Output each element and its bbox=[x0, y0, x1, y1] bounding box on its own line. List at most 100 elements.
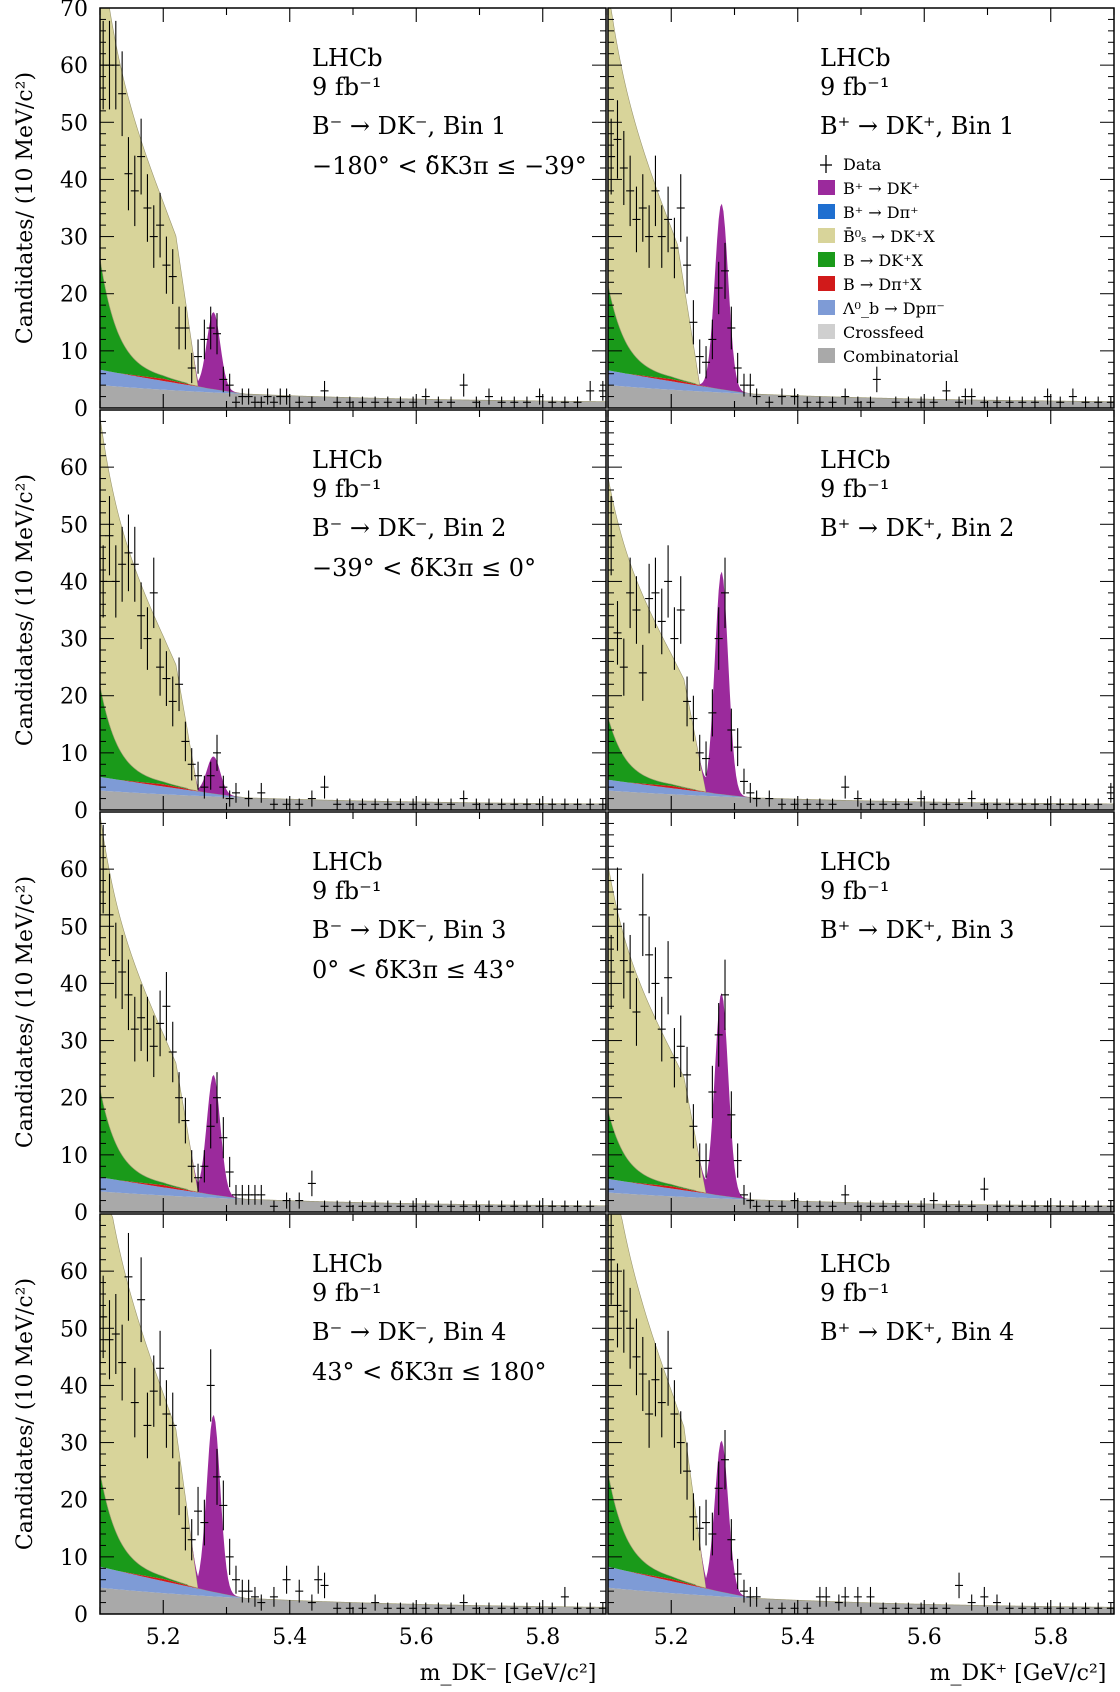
data-point bbox=[244, 1579, 253, 1603]
data-point bbox=[206, 1349, 215, 1422]
y-tick-label: 10 bbox=[60, 340, 88, 365]
data-point bbox=[657, 996, 666, 1062]
data-point bbox=[980, 1586, 989, 1607]
data-point bbox=[586, 1200, 595, 1212]
data-point bbox=[695, 1506, 704, 1551]
data-point bbox=[626, 155, 635, 227]
data-point bbox=[695, 339, 704, 374]
data-point bbox=[822, 1586, 831, 1607]
data-point bbox=[225, 1538, 234, 1575]
data-point bbox=[955, 798, 964, 810]
data-point bbox=[632, 1318, 641, 1396]
data-point bbox=[841, 388, 850, 405]
data-point bbox=[358, 798, 367, 810]
data-point bbox=[371, 1200, 380, 1212]
data-point bbox=[320, 1200, 329, 1212]
data-point bbox=[904, 1200, 913, 1212]
data-point bbox=[904, 396, 913, 408]
data-point bbox=[162, 972, 171, 1041]
data-point bbox=[548, 396, 557, 408]
legend-item: Data bbox=[820, 155, 882, 174]
data-point bbox=[828, 798, 837, 810]
data-point bbox=[980, 1177, 989, 1201]
data-point bbox=[282, 1565, 291, 1594]
data-point bbox=[721, 959, 730, 1031]
data-point bbox=[708, 1512, 717, 1556]
data-point bbox=[459, 790, 468, 807]
data-point bbox=[619, 1269, 628, 1353]
data-point bbox=[967, 388, 976, 405]
lhcb-label: LHCb bbox=[312, 446, 383, 474]
data-point bbox=[118, 51, 127, 137]
data-point bbox=[841, 775, 850, 799]
data-point bbox=[168, 1021, 177, 1083]
data-point bbox=[638, 644, 647, 701]
data-point bbox=[111, 922, 120, 999]
data-point bbox=[695, 734, 704, 771]
data-point bbox=[560, 1586, 569, 1607]
data-point bbox=[967, 1200, 976, 1212]
data-point bbox=[484, 798, 493, 810]
data-point bbox=[137, 118, 146, 195]
data-point bbox=[929, 798, 938, 810]
data-point bbox=[904, 1602, 913, 1614]
data-point bbox=[733, 1558, 742, 1590]
data-point bbox=[194, 1163, 203, 1192]
data-point bbox=[156, 1330, 165, 1406]
data-point bbox=[626, 1287, 635, 1369]
data-point bbox=[765, 1200, 774, 1212]
decay-label: B⁻ → DK⁻, Bin 1 bbox=[312, 112, 506, 140]
y-tick-label: 40 bbox=[60, 168, 88, 193]
data-point bbox=[1068, 1200, 1077, 1212]
data-point bbox=[942, 798, 951, 810]
data-point bbox=[383, 1200, 392, 1212]
legend-item: B → DK⁺X bbox=[818, 251, 924, 270]
data-point bbox=[200, 1499, 209, 1546]
data-point bbox=[187, 1150, 196, 1183]
data-point bbox=[1081, 396, 1090, 408]
y-tick-label: 10 bbox=[60, 1144, 88, 1169]
data-point bbox=[522, 1602, 531, 1614]
data-point bbox=[187, 1519, 196, 1561]
data-point bbox=[156, 990, 165, 1057]
data-point bbox=[105, 496, 114, 576]
data-point bbox=[1094, 798, 1103, 810]
data-point bbox=[320, 380, 329, 401]
data-point bbox=[879, 1200, 888, 1212]
lhcb-label: LHCb bbox=[312, 1250, 383, 1278]
data-point bbox=[156, 192, 165, 258]
data-point bbox=[942, 1602, 951, 1614]
data-point bbox=[421, 1200, 430, 1212]
data-point bbox=[929, 396, 938, 408]
data-point bbox=[834, 1594, 843, 1611]
data-point bbox=[752, 790, 761, 807]
data-point bbox=[162, 651, 171, 706]
data-point bbox=[714, 1003, 723, 1067]
data-point bbox=[320, 775, 329, 799]
data-point bbox=[111, 1294, 120, 1374]
data-point bbox=[560, 1200, 569, 1212]
data-point bbox=[1056, 1200, 1065, 1212]
legend-item: B → Dπ⁺X bbox=[818, 275, 922, 294]
data-point bbox=[510, 1200, 519, 1212]
data-point bbox=[548, 1200, 557, 1212]
data-point bbox=[670, 607, 679, 670]
data-point bbox=[733, 728, 742, 767]
data-point bbox=[1005, 1602, 1014, 1614]
legend-item: Crossfeed bbox=[818, 323, 924, 342]
data-point bbox=[194, 761, 203, 790]
y-tick-label: 60 bbox=[60, 858, 88, 883]
bin-range-label: −180° < δ̃K3π ≤ −39° bbox=[312, 152, 587, 180]
data-point bbox=[683, 236, 692, 294]
data-point bbox=[670, 1028, 679, 1088]
data-point bbox=[295, 1579, 304, 1603]
data-point bbox=[257, 396, 266, 408]
data-point bbox=[891, 1602, 900, 1614]
data-point bbox=[657, 205, 666, 268]
lambda-b-area bbox=[608, 1566, 1114, 1608]
data-point bbox=[219, 366, 228, 393]
data-point bbox=[638, 174, 647, 242]
